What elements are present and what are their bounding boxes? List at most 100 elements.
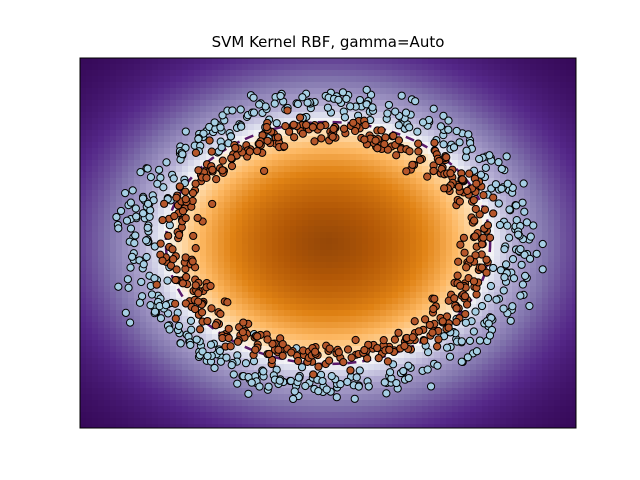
- heatmap-cell: [236, 208, 243, 215]
- heatmap-cell: [242, 346, 249, 353]
- heatmap-cell: [572, 202, 576, 209]
- heatmap-cell: [314, 244, 321, 251]
- heatmap-cell: [440, 58, 447, 65]
- heatmap-cell: [314, 298, 321, 305]
- heatmap-cell: [404, 316, 411, 323]
- heatmap-cell: [284, 178, 291, 185]
- heatmap-cell: [404, 358, 411, 365]
- heatmap-cell: [212, 232, 219, 239]
- heatmap-cell: [218, 250, 225, 257]
- heatmap-cell: [122, 268, 129, 275]
- heatmap-cell: [542, 310, 549, 317]
- heatmap-cell: [326, 208, 333, 215]
- heatmap-cell: [416, 280, 423, 287]
- heatmap-cell: [428, 214, 435, 221]
- heatmap-cell: [512, 370, 519, 377]
- heatmap-cell: [224, 286, 231, 293]
- heatmap-cell: [158, 82, 165, 89]
- heatmap-cell: [98, 226, 105, 233]
- heatmap-cell: [350, 316, 357, 323]
- heatmap-cell: [314, 196, 321, 203]
- heatmap-cell: [134, 328, 141, 335]
- heatmap-cell: [158, 106, 165, 113]
- heatmap-cell: [548, 118, 555, 125]
- heatmap-cell: [368, 82, 375, 89]
- heatmap-cell: [230, 172, 237, 179]
- heatmap-cell: [98, 88, 105, 95]
- heatmap-cell: [494, 112, 501, 119]
- heatmap-cell: [506, 340, 513, 347]
- heatmap-cell: [278, 184, 285, 191]
- heatmap-cell: [428, 226, 435, 233]
- heatmap-cell: [218, 184, 225, 191]
- heatmap-cell: [392, 274, 399, 281]
- heatmap-cell: [368, 184, 375, 191]
- heatmap-cell: [356, 280, 363, 287]
- heatmap-cell: [452, 220, 459, 227]
- heatmap-cell: [218, 220, 225, 227]
- heatmap-cell: [380, 82, 387, 89]
- heatmap-cell: [476, 130, 483, 137]
- heatmap-cell: [440, 82, 447, 89]
- heatmap-cell: [518, 256, 525, 263]
- heatmap-cell: [308, 214, 315, 221]
- heatmap-cell: [344, 136, 351, 143]
- heatmap-cell: [194, 88, 201, 95]
- heatmap-cell: [80, 94, 87, 101]
- heatmap-cell: [320, 76, 327, 83]
- heatmap-cell: [236, 88, 243, 95]
- heatmap-cell: [368, 274, 375, 281]
- heatmap-cell: [452, 352, 459, 359]
- heatmap-cell: [164, 154, 171, 161]
- heatmap-cell: [506, 394, 513, 401]
- heatmap-cell: [440, 232, 447, 239]
- heatmap-cell: [434, 130, 441, 137]
- heatmap-cell: [266, 400, 273, 407]
- heatmap-cell: [500, 250, 507, 257]
- heatmap-cell: [410, 376, 417, 383]
- heatmap-cell: [446, 238, 453, 245]
- heatmap-cell: [422, 82, 429, 89]
- heatmap-cell: [374, 220, 381, 227]
- heatmap-cell: [98, 130, 105, 137]
- heatmap-cell: [416, 340, 423, 347]
- heatmap-cell: [92, 58, 99, 65]
- heatmap-cell: [140, 142, 147, 149]
- heatmap-cell: [314, 58, 321, 65]
- heatmap-cell: [296, 82, 303, 89]
- heatmap-cell: [446, 256, 453, 263]
- heatmap-cell: [404, 292, 411, 299]
- heatmap-cell: [98, 322, 105, 329]
- heatmap-cell: [98, 214, 105, 221]
- heatmap-cell: [242, 58, 249, 65]
- heatmap-cell: [362, 82, 369, 89]
- heatmap-cell: [506, 298, 513, 305]
- heatmap-cell: [344, 70, 351, 77]
- heatmap-cell: [398, 130, 405, 137]
- heatmap-cell: [146, 346, 153, 353]
- heatmap-cell: [314, 226, 321, 233]
- heatmap-cell: [428, 400, 435, 407]
- heatmap-cell: [350, 400, 357, 407]
- heatmap-cell: [188, 118, 195, 125]
- heatmap-cell: [134, 124, 141, 131]
- heatmap-cell: [560, 154, 567, 161]
- heatmap-cell: [320, 208, 327, 215]
- heatmap-cell: [566, 76, 573, 83]
- heatmap-cell: [212, 370, 219, 377]
- heatmap-cell: [332, 88, 339, 95]
- heatmap-cell: [380, 76, 387, 83]
- heatmap-cell: [476, 136, 483, 143]
- heatmap-cell: [308, 268, 315, 275]
- heatmap-cell: [374, 262, 381, 269]
- heatmap-cell: [410, 232, 417, 239]
- heatmap-cell: [464, 244, 471, 251]
- heatmap-cell: [314, 316, 321, 323]
- heatmap-cell: [518, 286, 525, 293]
- heatmap-cell: [146, 70, 153, 77]
- heatmap-cell: [350, 88, 357, 95]
- heatmap-cell: [374, 154, 381, 161]
- heatmap-cell: [560, 226, 567, 233]
- heatmap-cell: [494, 124, 501, 131]
